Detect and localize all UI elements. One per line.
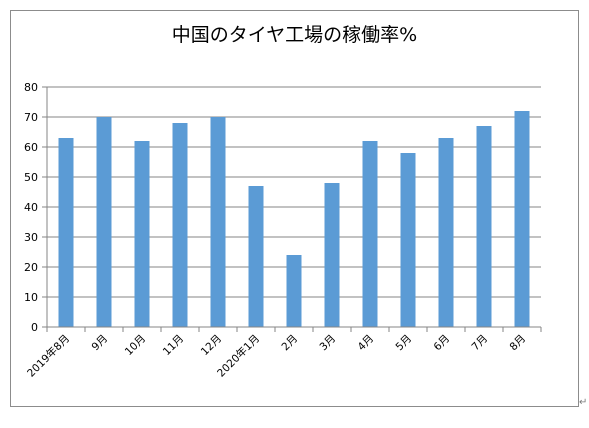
y-tick-label: 0 xyxy=(31,321,38,334)
x-tick-label: 2月 xyxy=(279,333,300,354)
x-tick-label: 2019年8月 xyxy=(24,332,72,380)
x-tick-label: 10月 xyxy=(123,333,148,358)
x-tick-label: 3月 xyxy=(317,333,338,354)
y-tick-label: 40 xyxy=(24,201,38,214)
x-tick-label: 4月 xyxy=(355,333,376,354)
x-tick-label: 11月 xyxy=(161,333,186,358)
bar xyxy=(400,153,416,327)
bars xyxy=(58,111,530,327)
bar xyxy=(248,186,264,327)
bar xyxy=(514,111,530,327)
bar xyxy=(438,138,454,327)
x-tick-label: 12月 xyxy=(199,333,224,358)
y-tick-label: 60 xyxy=(24,141,38,154)
bar xyxy=(134,141,150,327)
y-tick-label: 10 xyxy=(24,291,38,304)
bar xyxy=(210,117,226,327)
axes xyxy=(42,86,542,332)
paragraph-mark: ↵ xyxy=(579,397,588,408)
x-tick-label: 8月 xyxy=(507,333,528,354)
x-tick-label: 5月 xyxy=(393,333,414,354)
bar xyxy=(58,138,74,327)
bar xyxy=(362,141,378,327)
y-tick-label: 80 xyxy=(24,81,38,94)
bar xyxy=(324,183,340,327)
bar xyxy=(286,255,302,327)
bar xyxy=(476,126,492,327)
bar xyxy=(96,117,112,327)
x-tick-label: 9月 xyxy=(89,333,110,354)
y-tick-label: 70 xyxy=(24,111,38,124)
grid-lines xyxy=(47,86,541,298)
x-tick-label: 6月 xyxy=(431,333,452,354)
bar xyxy=(172,123,188,327)
x-tick-label: 7月 xyxy=(469,333,490,354)
y-tick-label: 50 xyxy=(24,171,38,184)
y-tick-labels: 0 10 20 30 40 50 60 70 80 xyxy=(24,81,38,334)
y-tick-label: 20 xyxy=(24,261,38,274)
y-tick-label: 30 xyxy=(24,231,38,244)
chart-title: 中国のタイヤ工場の稼働率% xyxy=(171,24,418,46)
